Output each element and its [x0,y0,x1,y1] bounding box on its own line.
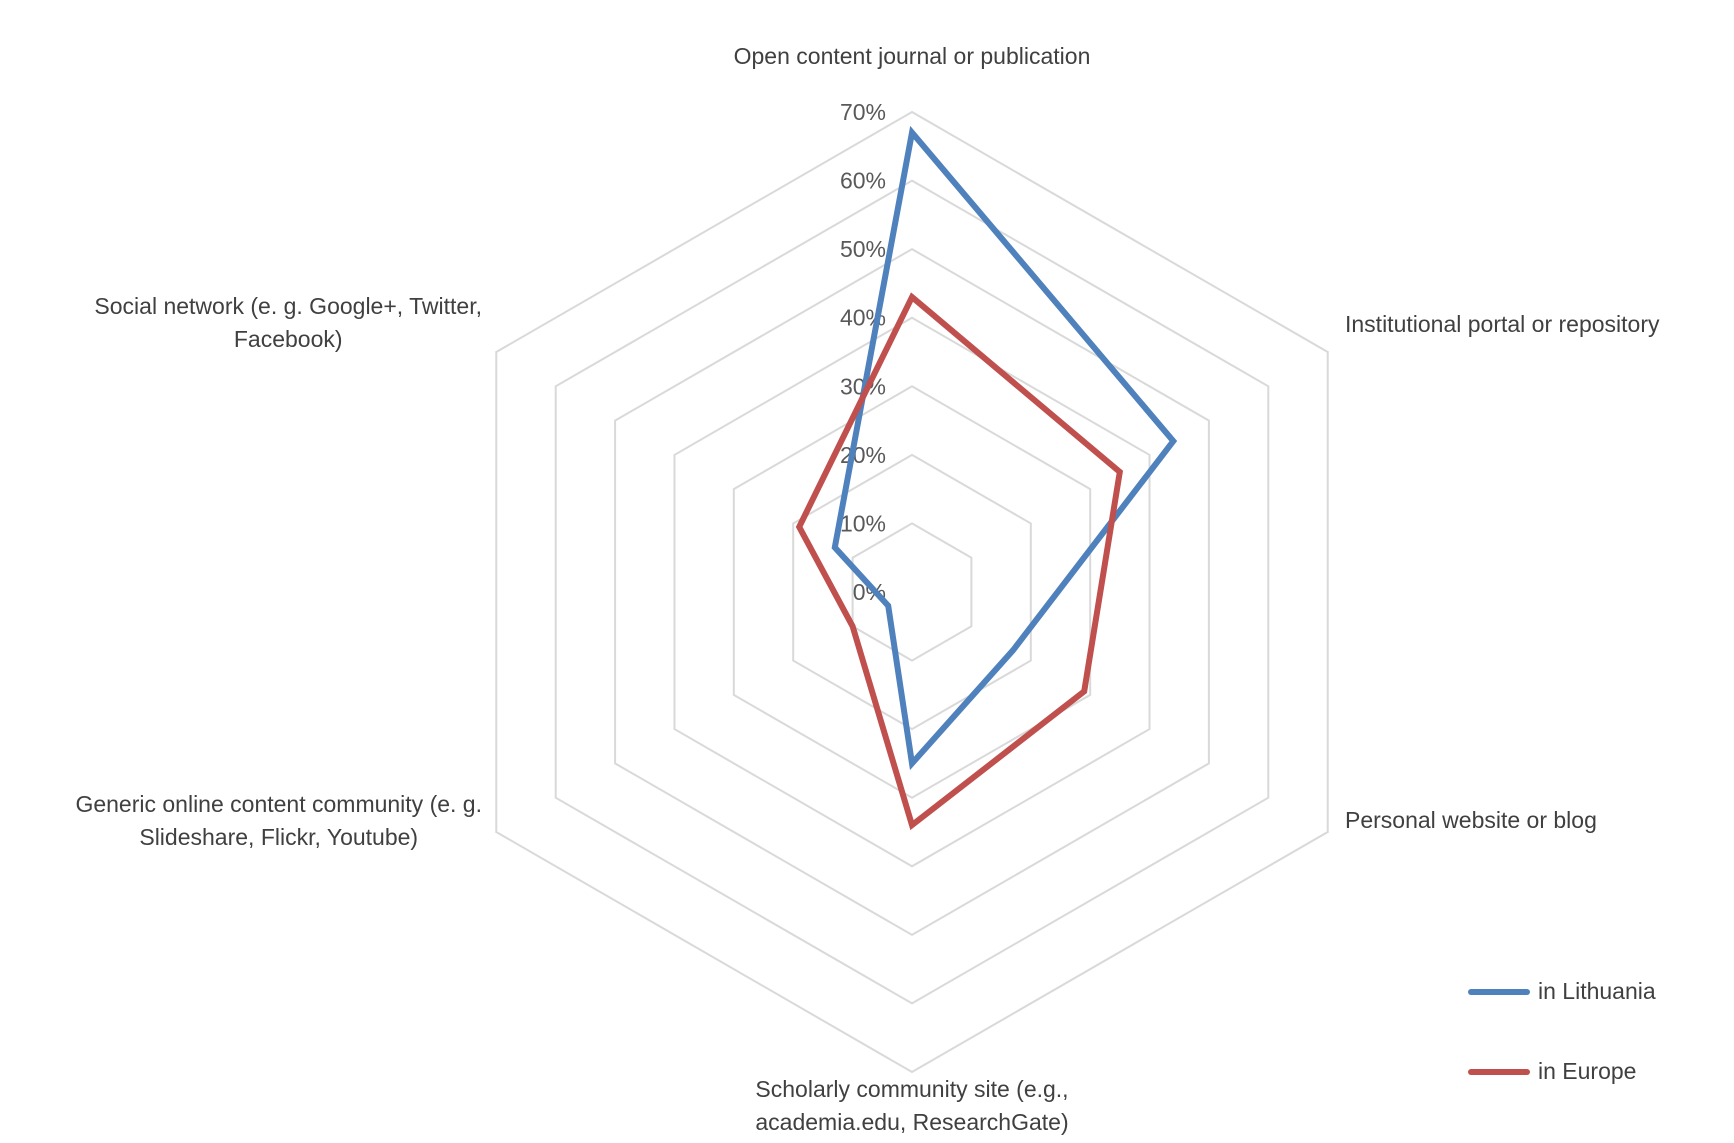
tick-label: 70% [840,99,886,125]
grid-ring-6 [554,179,1270,1005]
tick-label: 50% [840,236,886,262]
grid-ring-5 [614,247,1210,937]
tick-label: 60% [840,168,886,194]
grid-ring-1 [851,522,973,662]
category-label-line: Scholarly community site (e.g., [755,1076,1069,1102]
grid-ring-2 [792,453,1032,731]
radar-series [795,125,1178,831]
radar-grid [495,110,1329,1074]
tick-label: 20% [840,442,886,468]
category-label: Generic online content community (e. g. S… [75,788,482,854]
legend-item-europe: in Europe [1468,1055,1708,1135]
grid-ring-3 [732,385,1092,799]
category-label-line: Slideshare, Flickr, Youtube) [139,824,419,850]
category-label-line: Personal website or blog [1345,807,1597,833]
legend-swatch-lithuania [1468,989,1530,995]
category-label-line: Social network (e. g. Google+, Twitter, [94,293,482,319]
category-label-line: academia.edu, ResearchGate) [755,1109,1069,1135]
category-label-line: Open content journal or publication [733,43,1091,69]
category-label-line: Facebook) [233,326,343,352]
category-label: Scholarly community site (e.g., academia.… [755,1073,1068,1139]
legend-swatch-europe [1468,1069,1530,1075]
category-label-line: Generic online content community (e. g. [75,791,482,817]
category-label: Open content journal or publication [734,40,1091,73]
category-label: Institutional portal or repository [1345,308,1660,341]
grid-ring-4 [673,316,1151,868]
radial-tick-labels: 0%10%20%30%40%50%60%70% [840,99,886,605]
legend: in Lithuania in Europe [1468,975,1708,1135]
category-label: Personal website or blog [1345,804,1597,837]
tick-label: 10% [840,510,886,536]
category-label-line: Institutional portal or repository [1345,311,1660,337]
grid-ring-7 [495,110,1329,1074]
category-label: Social network (e. g. Google+, Twitter, F… [94,290,482,356]
legend-label-lithuania: in Lithuania [1538,978,1656,1004]
legend-label-europe: in Europe [1538,1058,1637,1084]
legend-item-lithuania: in Lithuania [1468,975,1708,1055]
